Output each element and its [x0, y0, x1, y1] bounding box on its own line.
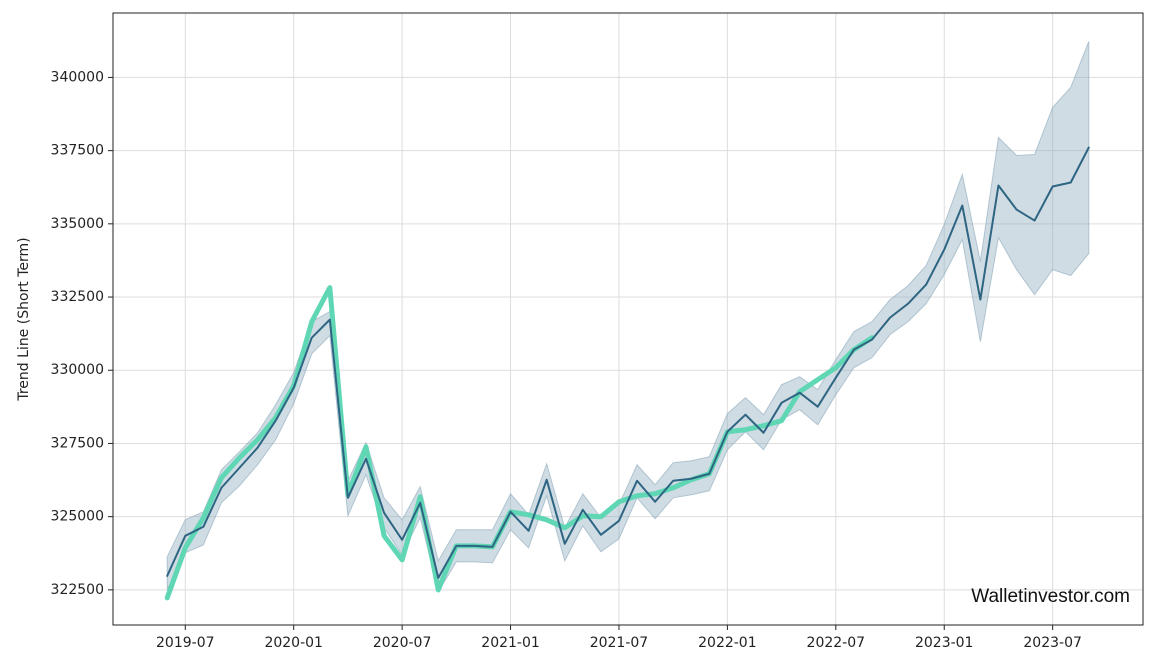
y-tick-label: 330000 [51, 362, 104, 378]
x-tick-label: 2020-07 [373, 635, 432, 651]
y-tick-label: 332500 [51, 289, 104, 305]
series-line [166, 146, 1090, 579]
plot-area [164, 41, 1090, 601]
y-tick-label: 322500 [51, 582, 104, 598]
x-tick-label: 2022-07 [807, 635, 866, 651]
y-tick-label: 337500 [51, 143, 104, 159]
y-tick-label: 340000 [51, 69, 104, 85]
x-tick-label: 2021-01 [481, 635, 540, 651]
y-tick-label: 327500 [51, 435, 104, 451]
x-tick-label: 2019-07 [156, 635, 215, 651]
y-tick-label: 335000 [51, 216, 104, 232]
watermark: Walletinvestor.com [971, 586, 1130, 607]
x-tick-label: 2020-01 [264, 635, 323, 651]
y-tick-label: 325000 [51, 509, 104, 525]
y-axis-label: Trend Line (Short Term) [16, 237, 32, 401]
x-tick-label: 2021-07 [590, 635, 649, 651]
series-line [164, 285, 875, 601]
x-tick-label: 2022-01 [698, 635, 757, 651]
plot-frame [112, 12, 1144, 626]
confidence-band [166, 41, 1090, 594]
x-tick-label: 2023-07 [1023, 635, 1082, 651]
x-tick-label: 2023-01 [915, 635, 974, 651]
